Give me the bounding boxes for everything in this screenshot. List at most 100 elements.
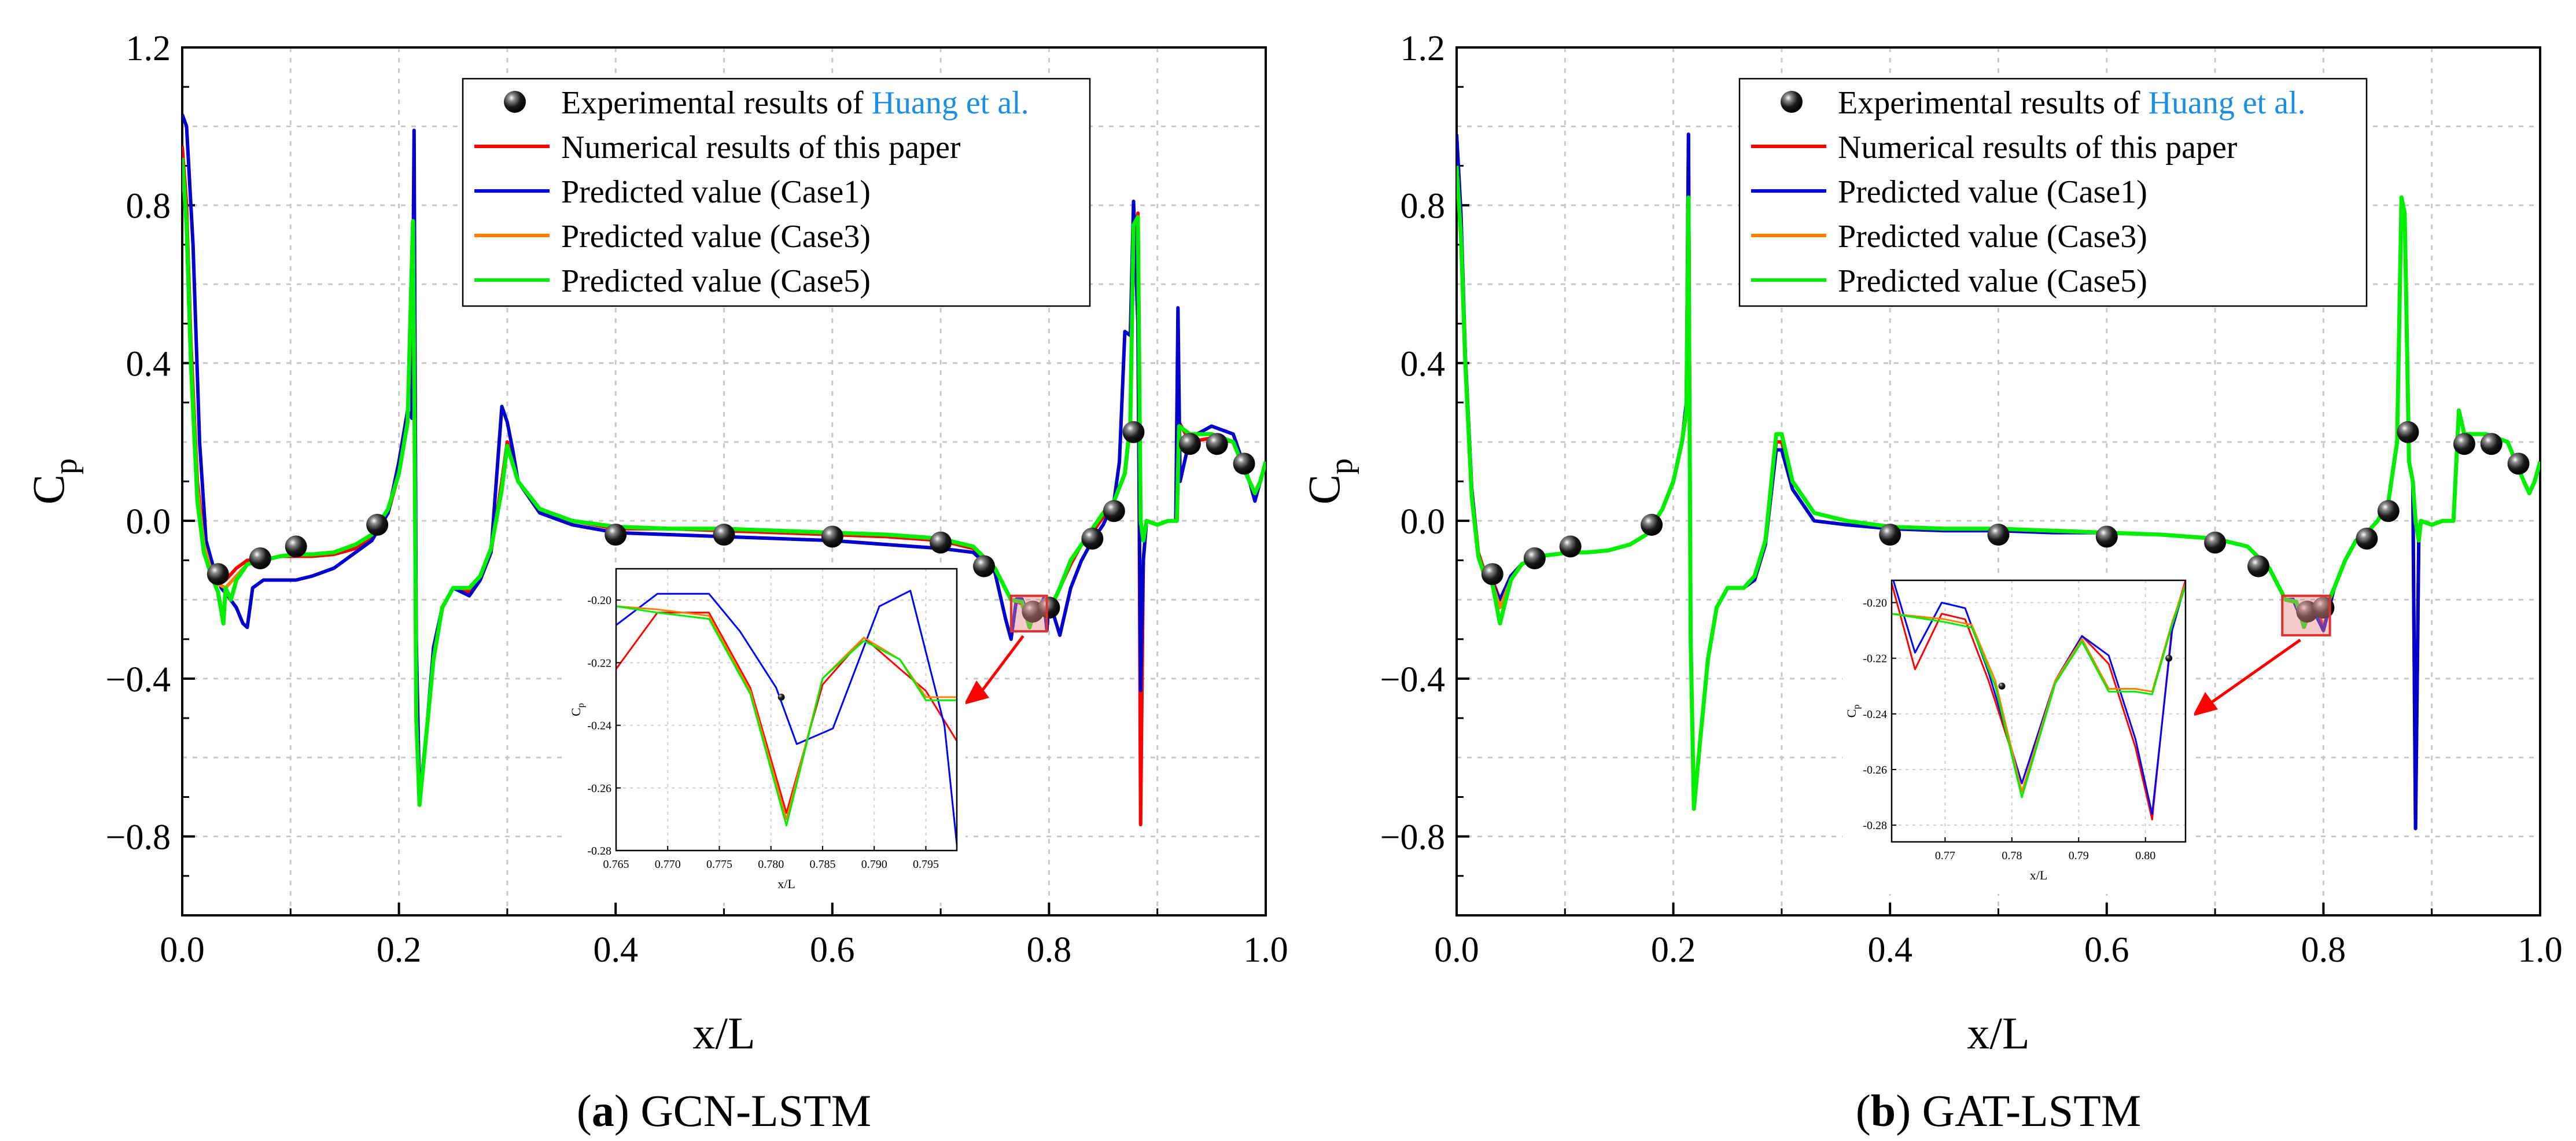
experimental-point bbox=[1122, 421, 1145, 443]
experimental-point bbox=[2507, 452, 2530, 475]
inset-x-tick-label: 0.775 bbox=[706, 858, 732, 871]
inset-series-line-4 bbox=[616, 605, 957, 827]
experimental-point bbox=[1206, 433, 1228, 455]
x-tick-label: 0.4 bbox=[1867, 930, 1912, 970]
y-tick-label: 0.8 bbox=[126, 187, 171, 226]
experimental-point bbox=[2397, 421, 2419, 443]
legend: Experimental results of Huang et al. Nume… bbox=[462, 78, 1091, 307]
inset-experimental-point bbox=[2165, 654, 2173, 662]
x-tick-label: 0.8 bbox=[1027, 930, 1072, 970]
inset-y-tick-label: -0.20 bbox=[1863, 597, 1887, 609]
experimental-point bbox=[249, 547, 271, 569]
x-tick-label: 1.0 bbox=[2518, 930, 2563, 970]
inset-y-tick-label: -0.26 bbox=[587, 782, 611, 795]
experimental-point bbox=[1481, 563, 1503, 586]
experimental-points bbox=[207, 421, 1255, 623]
legend-label-experimental: Experimental results of Huang et al. bbox=[1838, 85, 2306, 121]
caption-close-paren: ) bbox=[1896, 1085, 1911, 1136]
experimental-point bbox=[2204, 531, 2227, 554]
inset-x-axis-title: x/L bbox=[2030, 868, 2048, 882]
experimental-point bbox=[2247, 555, 2270, 577]
zoom-arrow-head bbox=[964, 680, 989, 705]
caption-title: GCN-LSTM bbox=[629, 1085, 871, 1136]
experimental-point bbox=[1987, 524, 2010, 546]
inset-x-tick-label: 0.780 bbox=[758, 858, 784, 871]
y-axis: 1.2 0.8 0.4 0.0 −0.4 −0.8 bbox=[1380, 29, 1469, 877]
experimental-point bbox=[2095, 525, 2118, 548]
panel-gcn-lstm: 0.0 0.2 0.4 0.6 0.8 1.0 1.2 0.8 0.4 0.0 −0.4 −0.8 x/… bbox=[23, 29, 1288, 1136]
caption-close-paren: ) bbox=[614, 1085, 629, 1136]
x-tick-label: 0.8 bbox=[2301, 930, 2346, 970]
inset-background bbox=[1842, 575, 2194, 894]
x-axis: 0.0 0.2 0.4 0.6 0.8 1.0 bbox=[1434, 903, 2563, 970]
inset-y-tick-label: -0.28 bbox=[587, 845, 611, 857]
legend-citation-link[interactable]: Huang et al. bbox=[2148, 85, 2306, 121]
series-line-4 bbox=[182, 157, 1266, 807]
legend: Experimental results of Huang et al. Nume… bbox=[1738, 78, 2368, 307]
x-tick-label: 1.0 bbox=[1243, 930, 1288, 970]
legend-label-4: Predicted value (Case5) bbox=[561, 263, 871, 299]
inset-x-tick-label: 0.78 bbox=[2002, 849, 2022, 862]
experimental-point bbox=[2480, 433, 2503, 455]
zoom-arrow-head bbox=[2192, 692, 2218, 716]
legend-citation-link[interactable]: Huang et al. bbox=[872, 85, 1029, 121]
y-axis-title: Cp bbox=[1299, 458, 1359, 505]
inset-x-tick-label: 0.770 bbox=[655, 858, 681, 871]
y-tick-label: −0.8 bbox=[106, 818, 171, 857]
zoom-region bbox=[2281, 594, 2331, 636]
caption-letter: a bbox=[592, 1085, 614, 1136]
inset-experimental-point bbox=[1998, 682, 2006, 690]
inset-y-tick-label: -0.20 bbox=[587, 594, 611, 607]
legend-label-3: Predicted value (Case3) bbox=[561, 219, 871, 255]
legend-label-3: Predicted value (Case3) bbox=[1838, 219, 2147, 255]
x-tick-label: 0.6 bbox=[2084, 930, 2129, 970]
inset-y-tick-label: -0.22 bbox=[1863, 653, 1887, 665]
experimental-point bbox=[1559, 535, 1582, 558]
experimental-point bbox=[1081, 527, 1104, 550]
x-axis: 0.0 0.2 0.4 0.6 0.8 1.0 bbox=[160, 903, 1288, 970]
inset-x-axis-title: x/L bbox=[777, 877, 795, 891]
legend-marker-experimental bbox=[1781, 91, 1803, 113]
inset-y-tick-label: -0.26 bbox=[1863, 764, 1887, 776]
inset-experimental-point bbox=[777, 693, 785, 701]
y-axis-title-main: C bbox=[23, 474, 73, 505]
x-tick-label: 0.6 bbox=[810, 930, 855, 970]
inset-x-tick-label: 0.785 bbox=[809, 858, 835, 871]
experimental-point bbox=[2356, 527, 2378, 550]
x-axis-title: x/L bbox=[1967, 1008, 2029, 1058]
y-tick-label: −0.8 bbox=[1380, 818, 1445, 857]
inset-y-axis-title-main: C bbox=[569, 708, 583, 716]
inset-series-line-2 bbox=[616, 590, 957, 845]
inset-series bbox=[616, 590, 957, 845]
caption-letter: b bbox=[1871, 1085, 1896, 1136]
inset-frame bbox=[1890, 579, 2187, 843]
inset-series bbox=[1892, 580, 2186, 820]
inset-y-axis-title: Cp bbox=[1844, 705, 1862, 718]
experimental-point bbox=[1178, 433, 1201, 455]
legend-label-experimental: Experimental results of Huang et al. bbox=[561, 85, 1029, 121]
legend-label-4: Predicted value (Case5) bbox=[1838, 263, 2147, 299]
inset-frame bbox=[615, 568, 958, 852]
inset-y-axis-title-sub: p bbox=[1852, 705, 1862, 709]
caption-title: GAT-LSTM bbox=[1911, 1085, 2141, 1136]
legend-label-1: Numerical results of this paper bbox=[561, 130, 961, 165]
inset-plot: 0.765 0.770 0.775 0.780 0.785 0.790 0.795 -0.20… bbox=[567, 563, 965, 903]
y-tick-label: −0.4 bbox=[106, 660, 171, 700]
inset-y-axis-title-sub: p bbox=[576, 703, 586, 708]
y-axis-title: Cp bbox=[23, 458, 84, 505]
x-tick-label: 0.0 bbox=[1434, 930, 1479, 970]
y-axis-title-sub: p bbox=[48, 458, 84, 474]
experimental-point bbox=[713, 524, 735, 546]
panel-caption: (a) GCN-LSTM bbox=[577, 1085, 871, 1136]
experimental-point bbox=[1879, 524, 1901, 546]
zoom-region bbox=[1009, 594, 1048, 633]
inset-y-tick-label: -0.24 bbox=[587, 720, 611, 733]
zoom-arrow-line bbox=[2209, 638, 2301, 705]
x-tick-label: 0.2 bbox=[377, 930, 422, 970]
y-tick-label: −0.4 bbox=[1380, 660, 1445, 700]
legend-box bbox=[462, 78, 1091, 307]
experimental-point bbox=[2453, 433, 2475, 455]
inset-background bbox=[567, 563, 965, 903]
inset-x-tick-label: 0.80 bbox=[2135, 849, 2155, 862]
x-tick-label: 0.2 bbox=[1651, 930, 1696, 970]
